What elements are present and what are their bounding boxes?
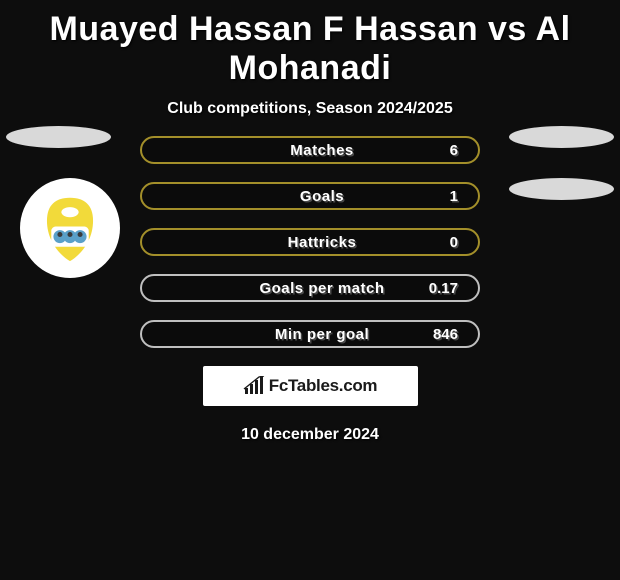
stat-value: 0 bbox=[418, 234, 458, 251]
stat-value: 6 bbox=[418, 142, 458, 159]
stat-label: Hattricks bbox=[166, 234, 418, 251]
comparison-card: Muayed Hassan F Hassan vs Al Mohanadi Cl… bbox=[0, 0, 620, 464]
stat-row: Hattricks0 bbox=[140, 228, 480, 256]
stat-label: Goals per match bbox=[166, 280, 418, 297]
date-text: 10 december 2024 bbox=[0, 406, 620, 464]
page-title: Muayed Hassan F Hassan vs Al Mohanadi bbox=[0, 0, 620, 92]
club-crest bbox=[20, 178, 120, 278]
stat-value: 0.17 bbox=[418, 280, 458, 297]
stats-table: Matches6Goals1Hattricks0Goals per match0… bbox=[140, 136, 480, 348]
player-left-placeholder bbox=[6, 126, 111, 148]
stat-row: Goals per match0.17 bbox=[140, 274, 480, 302]
stat-row: Matches6 bbox=[140, 136, 480, 164]
stat-label: Min per goal bbox=[166, 326, 418, 343]
brand-text: FcTables.com bbox=[269, 376, 378, 396]
player-right-placeholder-2 bbox=[509, 178, 614, 200]
stat-label: Goals bbox=[166, 188, 418, 205]
stat-row: Goals1 bbox=[140, 182, 480, 210]
brand-badge[interactable]: FcTables.com bbox=[203, 366, 418, 406]
club-crest-icon bbox=[34, 192, 106, 264]
stat-label: Matches bbox=[166, 142, 418, 159]
bar-chart-icon bbox=[243, 376, 265, 396]
stat-value: 1 bbox=[418, 188, 458, 205]
stat-row: Min per goal846 bbox=[140, 320, 480, 348]
player-right-placeholder bbox=[509, 126, 614, 148]
stat-value: 846 bbox=[418, 326, 458, 343]
